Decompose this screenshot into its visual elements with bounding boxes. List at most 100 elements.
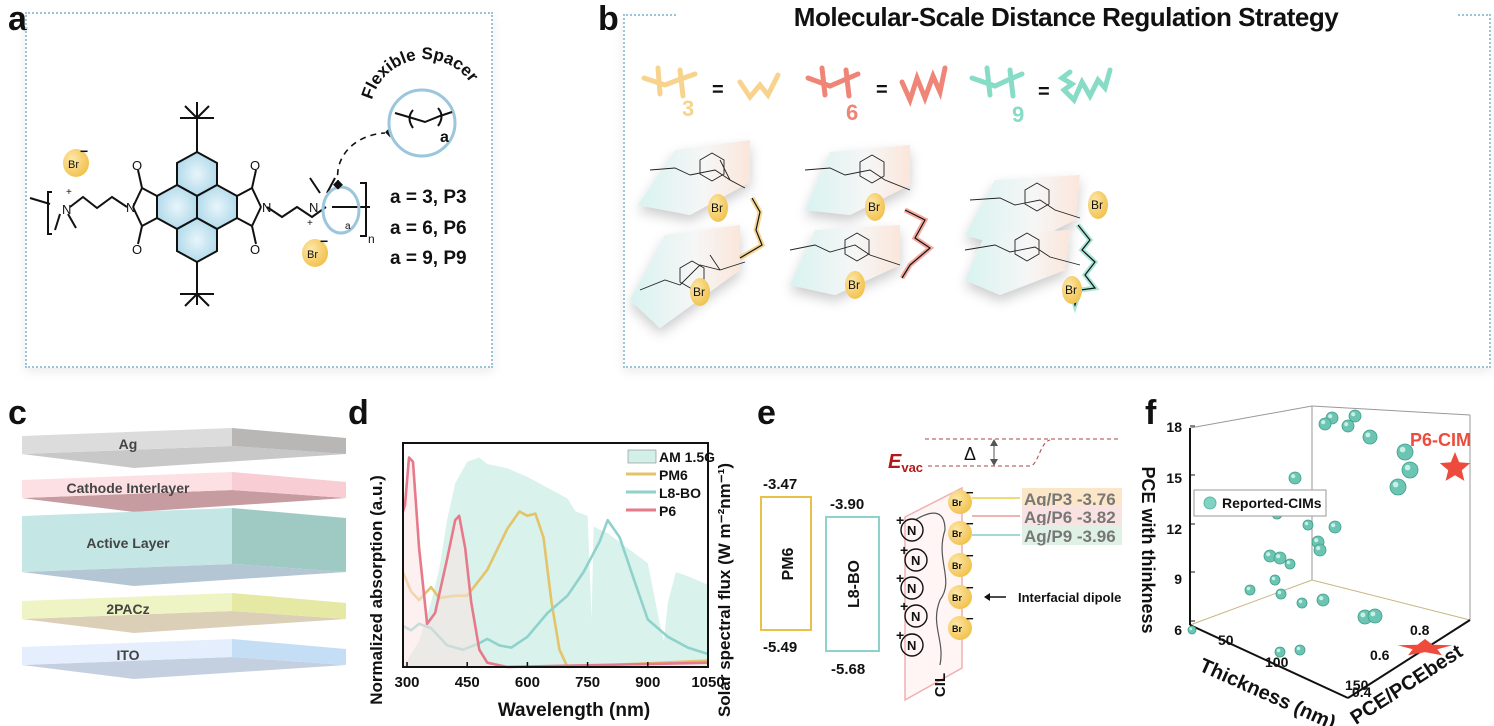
series-line-pm6 bbox=[401, 510, 709, 669]
delta-label: Δ bbox=[964, 444, 976, 464]
scatter-point-highlight bbox=[1277, 590, 1282, 595]
svg-text:9: 9 bbox=[1012, 102, 1024, 127]
scatter-point-highlight bbox=[1276, 648, 1281, 653]
br-ion-right: Br− bbox=[302, 233, 328, 267]
wf-label-bg bbox=[1022, 525, 1122, 545]
cation-n bbox=[904, 604, 928, 628]
br-ion: Br bbox=[690, 278, 710, 306]
legend-swatch bbox=[627, 449, 657, 464]
anion-br: Br− bbox=[948, 611, 974, 640]
stack-p3 bbox=[630, 140, 750, 328]
l8bo-homo: -5.68 bbox=[831, 661, 865, 678]
svg-text:N: N bbox=[262, 200, 271, 215]
scatter-point bbox=[1318, 417, 1332, 431]
svg-text:O: O bbox=[250, 242, 260, 257]
svg-text:N: N bbox=[907, 581, 916, 596]
cil-label: CIL bbox=[932, 673, 949, 697]
br-ion: Br bbox=[845, 271, 865, 299]
svg-text:a = 9, P9: a = 9, P9 bbox=[390, 248, 467, 269]
svg-text:O: O bbox=[132, 242, 142, 257]
scatter-point bbox=[1401, 461, 1419, 479]
scatter-point-highlight bbox=[1298, 599, 1303, 604]
svg-text:Br: Br bbox=[1091, 198, 1103, 212]
svg-text:+: + bbox=[896, 627, 904, 643]
series-area-am15g bbox=[403, 457, 708, 667]
x-tick-label: 50 bbox=[1218, 632, 1234, 648]
svg-text:−: − bbox=[966, 516, 974, 531]
spacer-ring-large bbox=[387, 88, 457, 158]
panel-a-structure: N + N N O O O O N + n a a Flexible Space… bbox=[29, 44, 482, 307]
x-axis-label: Wavelength (nm) bbox=[498, 700, 650, 721]
svg-text:6: 6 bbox=[846, 100, 858, 125]
scatter-point-highlight bbox=[1246, 586, 1251, 591]
anion-br: Br− bbox=[948, 516, 974, 545]
svg-text:+: + bbox=[896, 512, 904, 528]
scatter-point-highlight bbox=[1189, 627, 1193, 631]
scatter-point bbox=[1269, 574, 1281, 586]
scatter-point-highlight bbox=[1321, 420, 1326, 425]
scatter-point-highlight bbox=[1399, 446, 1406, 453]
x-tick-label: 100 bbox=[1265, 654, 1289, 670]
svg-text:Br: Br bbox=[848, 278, 860, 292]
br-ion: Br bbox=[1088, 191, 1108, 219]
l8bo-label: L8-BO bbox=[846, 560, 863, 608]
svg-text:Br: Br bbox=[868, 200, 880, 214]
br-ion: Br bbox=[865, 193, 885, 221]
p6-cim-star-projection bbox=[1397, 639, 1453, 656]
svg-text:+: + bbox=[307, 218, 313, 229]
y-axis-label-right: Solar spectral flux (W m⁻²nm⁻¹) bbox=[715, 463, 734, 717]
scatter-point bbox=[1367, 608, 1383, 624]
x-tick-label: 600 bbox=[515, 674, 540, 691]
wf-label: Ag/P3 -3.76 bbox=[1024, 490, 1116, 509]
scatter-point bbox=[1274, 646, 1286, 658]
panel-letter-b: b bbox=[598, 0, 619, 38]
svg-text:=: = bbox=[712, 79, 724, 101]
layer-ito: ITO bbox=[22, 639, 346, 679]
svg-text:a = 3, P3: a = 3, P3 bbox=[390, 187, 467, 208]
scatter-point bbox=[1348, 409, 1362, 423]
layer-2pacz: 2PACz bbox=[22, 593, 346, 633]
spacer-legend-6 bbox=[805, 65, 948, 108]
scatter-point-highlight bbox=[1291, 474, 1296, 479]
pyrene-core bbox=[29, 102, 370, 307]
cation-n bbox=[900, 518, 924, 542]
stack-p9 bbox=[965, 175, 1080, 295]
spacer-ring-small bbox=[321, 185, 361, 235]
legend-label: Reported-CIMs bbox=[1222, 495, 1322, 511]
scatter-point-highlight bbox=[1316, 546, 1321, 551]
svg-text:Br: Br bbox=[1065, 283, 1077, 297]
scatter-point-highlight bbox=[1344, 422, 1349, 427]
legend-marker bbox=[1203, 496, 1217, 510]
svg-text:+: + bbox=[900, 542, 908, 558]
svg-text:Br: Br bbox=[711, 201, 723, 215]
svg-text:Br: Br bbox=[952, 561, 962, 571]
p6-cim-label: P6-CIM bbox=[1410, 430, 1471, 450]
stack-p6 bbox=[790, 145, 910, 295]
y-tick-label: 0.4 bbox=[1352, 684, 1372, 700]
br-ion: Br bbox=[1062, 276, 1082, 304]
svg-text:N: N bbox=[126, 200, 135, 215]
y-tick-label: 0.8 bbox=[1410, 622, 1430, 638]
spacer-legend-3 bbox=[641, 65, 781, 102]
scatter-point bbox=[1302, 519, 1314, 531]
pm6-lumo: -3.47 bbox=[763, 476, 797, 493]
svg-text:+: + bbox=[66, 187, 72, 198]
z-axis-label: PCE with thinkness bbox=[1138, 466, 1158, 633]
device-stack: Ag Cathode Interlayer Active Layer 2PACz ITO bbox=[22, 428, 346, 679]
layer-ag: Ag bbox=[22, 428, 346, 468]
scatter-point-highlight bbox=[1296, 646, 1301, 651]
panel-a-frame bbox=[25, 12, 493, 368]
z-tick-label: 6 bbox=[1174, 622, 1182, 638]
legend-label: L8-BO bbox=[659, 485, 701, 501]
pm6-homo: -5.49 bbox=[763, 639, 797, 656]
scatter-point bbox=[1328, 520, 1342, 534]
scatter-point-highlight bbox=[1276, 554, 1281, 559]
wf-label: Ag/P6 -3.82 bbox=[1024, 508, 1116, 527]
scatter-point-highlight bbox=[1304, 521, 1309, 526]
svg-text:Br: Br bbox=[952, 498, 962, 508]
svg-text:Ag: Ag bbox=[119, 436, 138, 452]
evac-label: Evac bbox=[888, 451, 923, 475]
p6-cim-star bbox=[1439, 452, 1471, 481]
svg-text:N: N bbox=[309, 200, 318, 215]
scatter-point bbox=[1389, 478, 1407, 496]
